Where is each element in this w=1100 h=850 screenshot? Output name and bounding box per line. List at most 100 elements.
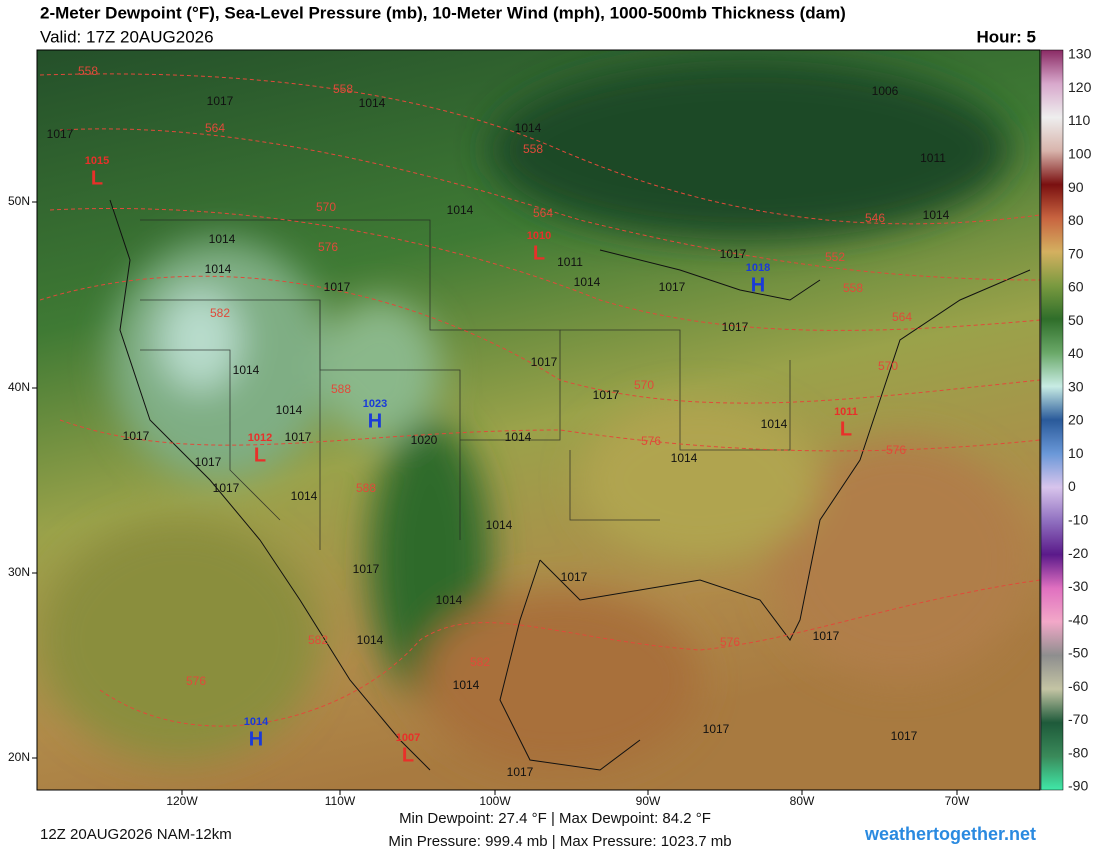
lon-label: 100W	[479, 794, 511, 808]
thickness-label: 564	[533, 206, 553, 220]
colorbar-label: -70	[1068, 711, 1088, 727]
isobar-label: 1014	[357, 633, 384, 647]
isobar-label: 1017	[891, 729, 918, 743]
isobar-label: 1014	[276, 403, 303, 417]
map	[37, 50, 1040, 790]
colorbar-label: -60	[1068, 678, 1088, 694]
center-letter: L	[91, 167, 103, 189]
thickness-label: 564	[205, 121, 225, 135]
isobar-label: 1017	[195, 455, 222, 469]
isobar-label: 1017	[285, 430, 312, 444]
isobar-label: 1017	[507, 765, 534, 779]
lat-label: 30N	[8, 565, 30, 579]
isobar-label: 1017	[531, 355, 558, 369]
thickness-label: 558	[843, 281, 863, 295]
isobar-label: 1014	[209, 232, 236, 246]
thickness-label: 570	[878, 359, 898, 373]
thickness-label: 576	[318, 240, 338, 254]
lon-label: 90W	[636, 794, 661, 808]
thickness-label: 546	[865, 211, 885, 225]
isobar-label: 1014	[761, 417, 788, 431]
thickness-label: 582	[308, 633, 328, 647]
colorbar-label: -10	[1068, 512, 1088, 528]
colorbar-label: 130	[1068, 46, 1092, 62]
colorbar-label: -30	[1068, 578, 1088, 594]
colorbar-label: -50	[1068, 645, 1088, 661]
site-name[interactable]: weathertogether.net	[864, 824, 1036, 844]
isobar-label: 1017	[813, 629, 840, 643]
thickness-label: 576	[720, 635, 740, 649]
lon-label: 70W	[945, 794, 970, 808]
colorbar-label: -40	[1068, 611, 1088, 627]
isobar-label: 1017	[720, 247, 747, 261]
colorbar-label: 100	[1068, 146, 1092, 162]
isobar-label: 1014	[359, 96, 386, 110]
colorbar-label: 120	[1068, 79, 1092, 95]
thickness-label: 576	[186, 674, 206, 688]
thickness-label: 582	[210, 306, 230, 320]
thickness-label: 558	[78, 64, 98, 78]
thickness-label: 558	[333, 82, 353, 96]
center-pressure: 1011	[834, 406, 858, 418]
thickness-label: 588	[356, 481, 376, 495]
center-pressure: 1014	[244, 716, 269, 728]
colorbar-label: 60	[1068, 279, 1084, 295]
isobar-label: 1017	[353, 562, 380, 576]
pressure-stats: Min Pressure: 999.4 mb | Max Pressure: 1…	[388, 833, 731, 850]
lon-label: 80W	[790, 794, 815, 808]
thickness-label: 552	[825, 250, 845, 264]
isobar-label: 1017	[561, 570, 588, 584]
dewpoint-stats: Min Dewpoint: 27.4 °F | Max Dewpoint: 84…	[399, 810, 711, 827]
colorbar-label: 90	[1068, 179, 1084, 195]
colorbar-label: 70	[1068, 245, 1084, 261]
lat-label: 50N	[8, 194, 30, 208]
lon-label: 110W	[325, 794, 356, 808]
lon-label: 120W	[166, 794, 198, 808]
center-letter: L	[533, 242, 545, 264]
colorbar-label: -80	[1068, 744, 1088, 760]
isobar-label: 1020	[411, 433, 438, 447]
colorbar-label: 80	[1068, 212, 1084, 228]
isobar-label: 1014	[923, 208, 950, 222]
isobar-label: 1014	[515, 121, 542, 135]
colorbar-label: 30	[1068, 378, 1084, 394]
center-letter: L	[254, 444, 266, 466]
isobar-label: 1014	[436, 593, 463, 607]
map-frame	[36, 49, 1041, 791]
thickness-label: 564	[892, 310, 912, 324]
valid-time: Valid: 17Z 20AUG2026	[40, 27, 214, 46]
colorbar-label: 40	[1068, 345, 1084, 361]
colorbar	[1040, 49, 1064, 791]
isobar-label: 1014	[486, 518, 513, 532]
isobar-label: 1014	[671, 451, 698, 465]
center-letter: L	[402, 744, 414, 766]
colorbar-label: 10	[1068, 445, 1084, 461]
center-pressure: 1012	[248, 432, 272, 444]
isobar-label: 1017	[722, 320, 749, 334]
thickness-label: 558	[523, 142, 543, 156]
isobar-label: 1014	[574, 275, 601, 289]
isobar-label: 1011	[557, 255, 583, 269]
isobar-label: 1014	[505, 430, 532, 444]
center-pressure: 1007	[396, 732, 420, 744]
isobar-label: 1014	[205, 262, 232, 276]
thickness-label: 576	[886, 443, 906, 457]
isobar-label: 1017	[324, 280, 351, 294]
isobar-label: 1017	[47, 127, 74, 141]
center-letter: H	[751, 274, 765, 296]
isobar-label: 1017	[703, 722, 730, 736]
colorbar-label: 50	[1068, 312, 1084, 328]
isobar-label: 1017	[659, 280, 686, 294]
colorbar-label: 110	[1068, 112, 1091, 128]
colorbar-label: 0	[1068, 478, 1076, 494]
center-letter: L	[840, 418, 852, 440]
isobar-label: 1006	[872, 84, 899, 98]
isobar-label: 1017	[207, 94, 234, 108]
thickness-label: 570	[316, 200, 336, 214]
isobar-label: 1017	[593, 388, 620, 402]
thickness-label: 576	[641, 434, 661, 448]
isobar-label: 1014	[447, 203, 474, 217]
isobar-label: 1017	[123, 429, 150, 443]
lat-label: 20N	[8, 750, 30, 764]
